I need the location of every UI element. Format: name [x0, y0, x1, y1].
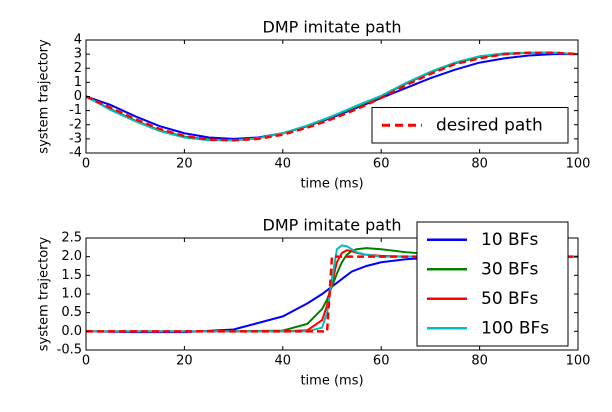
legend-label: 100 BFs	[481, 318, 549, 338]
x-tick-label: 60	[373, 157, 390, 172]
line-series	[86, 255, 578, 333]
x-tick-label: 80	[471, 157, 488, 172]
line-series	[85, 53, 578, 140]
legend-box	[371, 107, 569, 144]
x-axis-label: time (ms)	[300, 177, 363, 192]
x-tick-label: 40	[275, 157, 292, 172]
x-tick-label: 0	[82, 354, 90, 369]
x-tick-label: 20	[176, 354, 193, 369]
x-tick-label: 100	[566, 157, 591, 172]
x-tick-label: 40	[275, 354, 292, 369]
y-tick-label: -1	[69, 103, 82, 118]
y-tick-label: 4	[74, 33, 82, 48]
y-tick-label: -0.5	[57, 343, 82, 358]
x-tick-label: 20	[176, 157, 193, 172]
x-tick-label: 80	[471, 354, 488, 369]
y-tick-label: 0.5	[61, 305, 82, 320]
y-tick-label: 2.5	[61, 231, 82, 246]
y-tick-label: 0.0	[61, 324, 82, 339]
x-tick-label: 0	[82, 157, 90, 172]
y-axis-label: system trajectory	[37, 237, 52, 352]
y-tick-label: 2.0	[61, 249, 82, 264]
y-tick-label: 1	[74, 75, 82, 90]
legend-label: 50 BFs	[481, 289, 538, 309]
line-series	[85, 51, 579, 142]
y-tick-label: 3	[74, 47, 82, 62]
x-tick-label: 60	[373, 354, 390, 369]
chart-title: DMP imitate path	[263, 18, 402, 37]
legend-label: 30 BFs	[481, 259, 538, 279]
y-tick-label: -3	[69, 131, 82, 146]
y-tick-label: -2	[69, 117, 82, 132]
legend-box	[416, 221, 569, 347]
y-tick-label: 0	[74, 89, 82, 104]
x-axis-label: time (ms)	[300, 374, 363, 389]
chart-title: DMP imitate path	[263, 216, 402, 235]
legend-label: 10 BFs	[481, 230, 538, 250]
y-tick-label: -4	[69, 146, 82, 161]
y-axis-label: system trajectory	[37, 39, 52, 154]
x-tick-label: 100	[566, 354, 591, 369]
y-tick-label: 2	[74, 61, 82, 76]
legend-label: desired path	[436, 115, 543, 135]
y-tick-label: 1.5	[61, 268, 82, 283]
y-tick-label: 1.0	[61, 287, 82, 302]
